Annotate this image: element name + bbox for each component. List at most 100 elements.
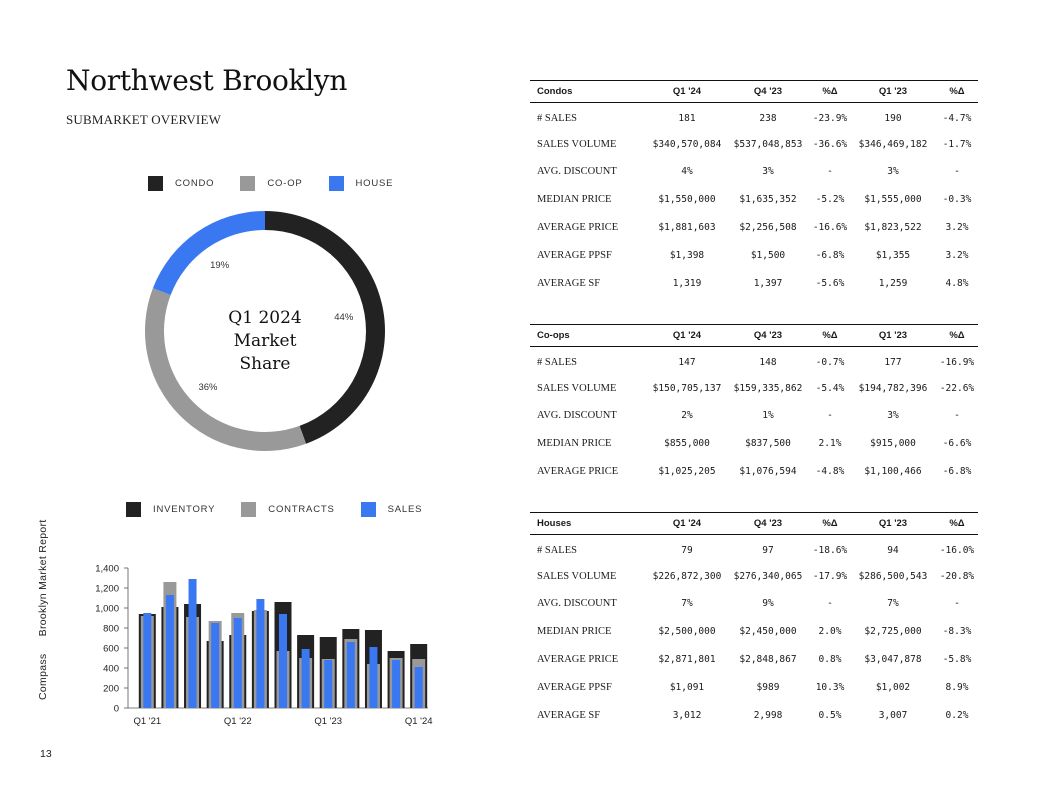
x-tick-label: Q1 '22 [224, 716, 252, 727]
row-label: AVERAGE PRICE [537, 466, 619, 478]
table-cell: - [954, 166, 960, 178]
column-header: Q4 '23 [726, 80, 810, 103]
table-cell: 3% [762, 166, 774, 178]
table-header-row: Houses Q1 '24 Q4 '23 %Δ Q1 '23 %Δ [530, 512, 978, 535]
table-row: AVERAGE PPSF $1,398 $1,500 -6.8% $1,355 3.2% [530, 241, 978, 269]
row-label: AVG. DISCOUNT [537, 598, 617, 610]
table-cell: 181 [678, 112, 696, 124]
table-cell: 1% [762, 410, 774, 422]
page-number: 13 [40, 748, 52, 760]
x-tick-label: Q1 '23 [314, 716, 342, 727]
legend-swatch-contracts [241, 502, 257, 517]
page-subtitle: SUBMARKET OVERVIEW [66, 112, 222, 127]
table-cell: -6.8% [942, 466, 972, 478]
table-cell: 10.3% [815, 681, 845, 693]
table-row: MEDIAN PRICE $2,500,000 $2,450,000 2.0% $2,7… [530, 618, 978, 646]
donut-center-label: Share [240, 354, 291, 374]
column-header: Houses [530, 512, 648, 535]
y-tick-label: 1,200 [95, 584, 119, 595]
legend-label-contracts: CONTRACTS [268, 504, 335, 515]
bar-sales [211, 623, 220, 708]
table-cell: 1,259 [878, 277, 908, 289]
donut-slice-co-op [144, 288, 307, 451]
table-cell: 79 [681, 544, 693, 556]
legend-swatch-coop [240, 176, 256, 191]
table-cell: $276,340,065 [733, 570, 803, 582]
row-label: MEDIAN PRICE [537, 194, 612, 206]
bar-sales [301, 649, 310, 708]
column-header: Co-ops [530, 324, 648, 347]
table-cell: 238 [759, 112, 777, 124]
table-cell: -18.6% [812, 544, 848, 556]
row-label: AVERAGE PPSF [537, 681, 612, 693]
row-label: AVG. DISCOUNT [537, 410, 617, 422]
table-cell: 147 [678, 356, 696, 368]
legend-label-inventory: INVENTORY [153, 504, 216, 515]
table-cell: 1,397 [753, 277, 783, 289]
row-label: # SALES [537, 356, 577, 368]
table-cell: -6.8% [815, 249, 845, 261]
bar-sales [324, 660, 333, 708]
table-cell: 148 [759, 356, 777, 368]
bar-sales [392, 660, 401, 708]
table-cell: $1,550,000 [658, 194, 716, 206]
table-cell: $2,256,508 [739, 222, 797, 234]
table-cell: 1,319 [672, 277, 702, 289]
table-cell: $1,100,466 [864, 466, 922, 478]
table-row: AVG. DISCOUNT 7% 9% - 7% - [530, 590, 978, 618]
column-header: %Δ [936, 80, 978, 103]
donut-slice-condo [265, 211, 386, 444]
brand-name: Compass [37, 653, 49, 700]
table-cell: -17.9% [812, 570, 848, 582]
table-cell: 94 [887, 544, 899, 556]
table-cell: 3.2% [945, 249, 969, 261]
y-tick-label: 200 [103, 684, 119, 695]
table-row: MEDIAN PRICE $1,550,000 $1,635,352 -5.2% $1,… [530, 186, 978, 214]
table-cell: $1,881,603 [658, 222, 716, 234]
table-cell: -5.4% [815, 382, 845, 394]
table-row: # SALES 147 148 -0.7% 177 -16.9% [530, 347, 978, 375]
column-header: Q1 '23 [850, 324, 936, 347]
table-cell: 2,998 [753, 709, 783, 721]
table-cell: $1,398 [669, 249, 705, 261]
market-share-donut-chart: 44% 36% 19% Q1 2024 Market Share [144, 211, 386, 451]
table-cell: $1,091 [669, 681, 705, 693]
table-cell: - [827, 166, 833, 178]
y-tick-label: 400 [103, 664, 119, 675]
table-cell: $1,355 [875, 249, 911, 261]
donut-legend: CONDO CO-OP HOUSE [148, 176, 419, 191]
table-cell: $915,000 [870, 438, 916, 450]
report-name: Brooklyn Market Report [37, 519, 49, 637]
table-cell: 7% [681, 598, 693, 610]
table-cell: $2,500,000 [658, 626, 716, 638]
table-cell: 7% [887, 598, 899, 610]
legend-label-coop: CO-OP [267, 178, 303, 189]
table-cell: $194,782,396 [858, 382, 928, 394]
table-row: AVERAGE SF 3,012 2,998 0.5% 3,007 0.2% [530, 701, 978, 729]
legend-swatch-house [328, 176, 344, 191]
row-label: AVG. DISCOUNT [537, 166, 617, 178]
table-row: AVERAGE PRICE $2,871,801 $2,848,867 0.8% $3,… [530, 646, 978, 674]
table-cell: -5.6% [815, 277, 845, 289]
donut-slice-label: 19% [210, 260, 230, 271]
column-header: %Δ [810, 80, 850, 103]
table-cell: -5.2% [815, 194, 845, 206]
legend-item-condo: CONDO [148, 176, 214, 191]
column-header: Q1 '24 [648, 80, 726, 103]
donut-slice-house [152, 211, 265, 295]
column-header: Q1 '23 [850, 80, 936, 103]
table-header-row: Condos Q1 '24 Q4 '23 %Δ Q1 '23 %Δ [530, 80, 978, 103]
row-label: SALES VOLUME [537, 570, 617, 582]
legend-item-sales: SALES [360, 502, 423, 517]
table-row: # SALES 79 97 -18.6% 94 -16.0% [530, 535, 978, 563]
table-cell: $1,635,352 [739, 194, 797, 206]
table-cell: -8.3% [942, 626, 972, 638]
row-label: AVERAGE PRICE [537, 654, 619, 666]
table-row: SALES VOLUME $340,570,084 $537,048,853 -36.… [530, 130, 978, 158]
bar-sales [188, 579, 197, 708]
table-cell: $1,555,000 [864, 194, 922, 206]
bar-sales [369, 647, 378, 708]
table-row: SALES VOLUME $150,705,137 $159,335,862 -5.4… [530, 374, 978, 402]
table-cell: -5.8% [942, 654, 972, 666]
condos-table: Condos Q1 '24 Q4 '23 %Δ Q1 '23 %Δ # SALES 181 23… [530, 80, 978, 297]
